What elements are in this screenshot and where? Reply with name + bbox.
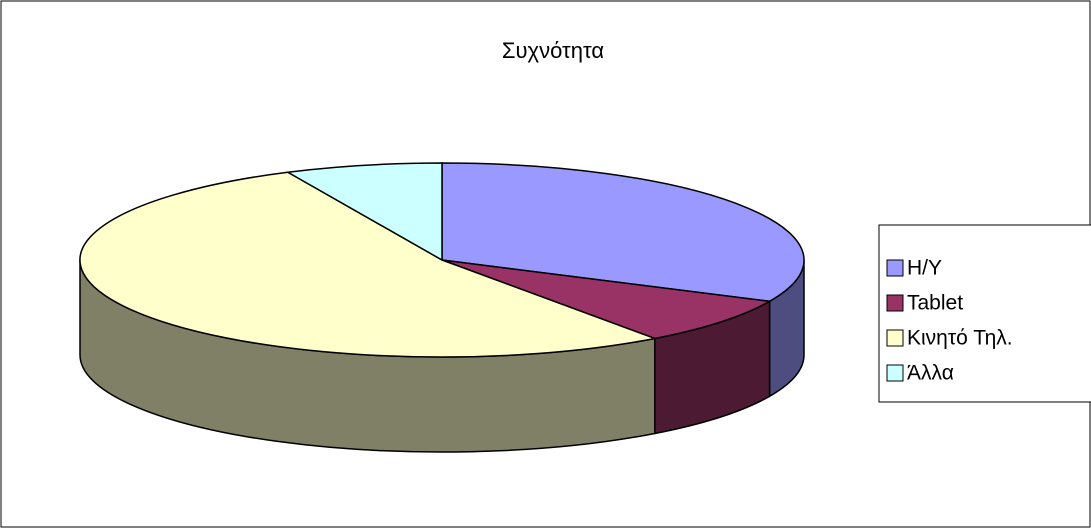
legend-swatch (886, 364, 904, 382)
slice-top (79, 171, 658, 358)
chart-title: Συχνότητα (502, 38, 604, 63)
slice-top (285, 162, 443, 262)
slice-top (441, 259, 772, 340)
slice-top (441, 162, 805, 303)
legend-label: Η/Υ (907, 257, 942, 280)
legend-frame (878, 224, 1091, 403)
pie (79, 162, 805, 453)
legend-swatch (886, 294, 904, 312)
legend-label: Άλλα (907, 362, 954, 385)
legend-label: Κινητό Τηλ. (907, 327, 1013, 350)
legend: Η/Υ Tablet Κινητό Τηλ. Άλλα (886, 257, 1013, 385)
legend-label: Tablet (907, 292, 963, 315)
legend-swatch (886, 259, 904, 277)
legend-swatch (886, 329, 904, 347)
